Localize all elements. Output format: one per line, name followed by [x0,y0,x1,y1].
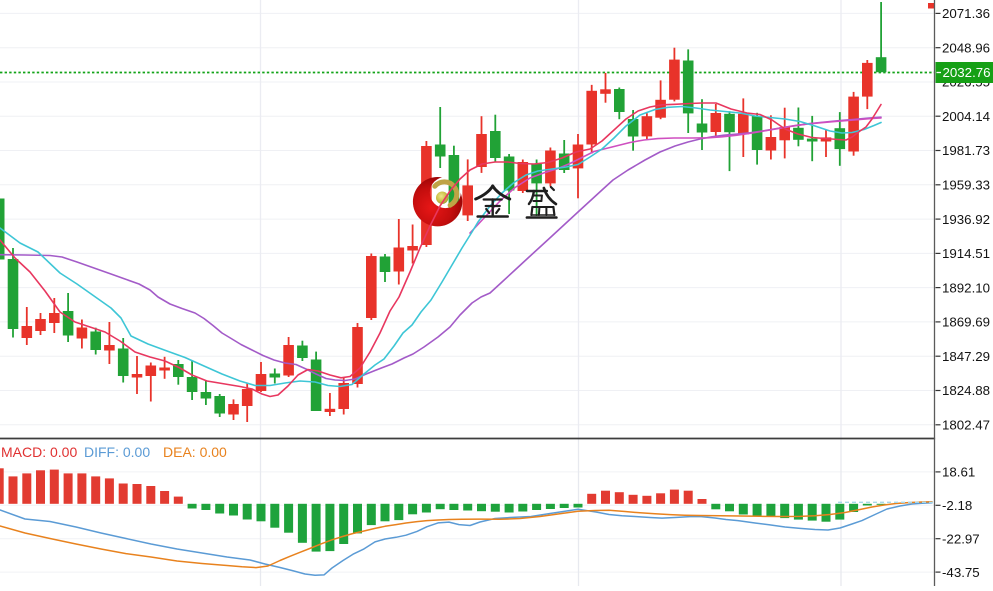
svg-text:2071.36: 2071.36 [942,6,990,21]
svg-text:DIFF: 0.00: DIFF: 0.00 [84,444,150,460]
svg-text:DEA: 0.00: DEA: 0.00 [163,444,227,460]
svg-text:1869.69: 1869.69 [942,315,990,330]
svg-text:1892.10: 1892.10 [942,280,990,295]
svg-text:2004.14: 2004.14 [942,109,990,124]
svg-text:1802.47: 1802.47 [942,418,990,433]
svg-text:1914.51: 1914.51 [942,246,990,261]
svg-text:1981.73: 1981.73 [942,143,990,158]
svg-text:-2.18: -2.18 [942,498,972,513]
svg-text:-22.97: -22.97 [942,531,980,546]
svg-text:1847.29: 1847.29 [942,349,990,364]
svg-text:1824.88: 1824.88 [942,383,990,398]
svg-text:2032.76: 2032.76 [943,65,991,80]
svg-text:1936.92: 1936.92 [942,212,990,227]
svg-text:1959.33: 1959.33 [942,178,990,193]
svg-text:18.61: 18.61 [942,465,975,480]
svg-text:MACD: 0.00: MACD: 0.00 [1,444,77,460]
svg-text:2048.96: 2048.96 [942,40,990,55]
svg-text:-43.75: -43.75 [942,565,980,580]
